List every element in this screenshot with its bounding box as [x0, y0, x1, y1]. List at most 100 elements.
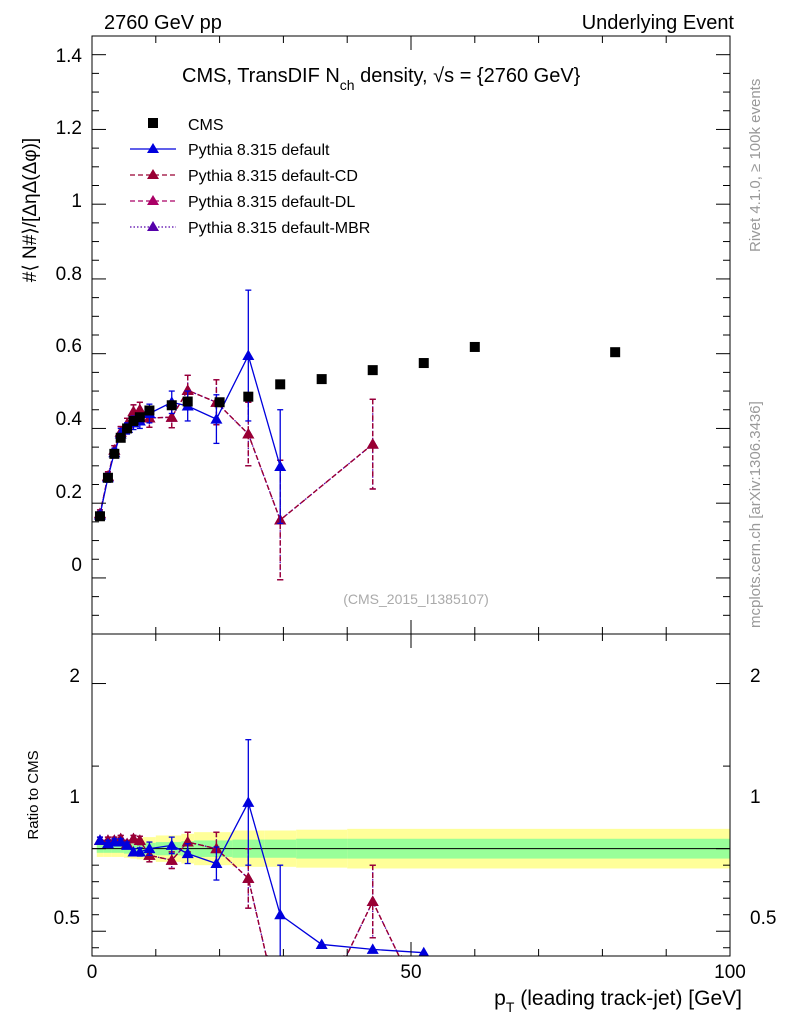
header-left: 2760 GeV pp [104, 12, 222, 34]
data-point-square [418, 358, 429, 369]
data-point-square [102, 472, 113, 483]
data-point-triangle [343, 954, 345, 956]
legend-label: Pythia 8.315 default-MBR [188, 220, 370, 237]
data-point-triangle [210, 857, 223, 869]
legend-entry-cms: CMS [148, 117, 224, 134]
data-point-triangle [266, 954, 269, 956]
ratio-plot-data [93, 739, 430, 956]
data-point-square [469, 341, 480, 352]
y-tick-label: 1.2 [56, 118, 82, 139]
y-tick-label: 0.4 [56, 409, 83, 430]
data-point-triangle [343, 954, 345, 956]
data-point-triangle [165, 411, 178, 422]
ratio-y-tick-label: 2 [69, 666, 80, 687]
data-point-triangle [242, 872, 255, 883]
data-point-triangle [266, 954, 269, 956]
data-point-triangle [366, 943, 379, 954]
legend-marker-square [148, 118, 158, 128]
ratio-y-tick-label-right: 2 [750, 666, 761, 687]
data-point-triangle [143, 842, 156, 854]
data-point-triangle [133, 834, 146, 845]
data-point-triangle [181, 384, 194, 395]
legend-label: Pythia 8.315 default-DL [188, 194, 355, 211]
data-point-triangle [366, 438, 379, 449]
data-point-triangle [274, 460, 287, 472]
ratio-y-axis-title: Ratio to CMS [25, 750, 42, 839]
main-plot-data [93, 289, 621, 581]
legend-label: CMS [188, 117, 224, 134]
data-point-triangle [93, 834, 106, 845]
legend: CMS Pythia 8.315 default Pythia 8.315 de… [130, 117, 370, 237]
data-point-triangle [165, 839, 178, 850]
data-point-square [275, 379, 286, 390]
data-point-triangle [343, 954, 345, 956]
y-tick-label: 1.4 [56, 46, 83, 67]
data-point-triangle [165, 854, 178, 865]
legend-marker-triangle [147, 169, 159, 179]
legend-entry-dl: Pythia 8.315 default-DL [130, 194, 355, 211]
legend-entry-mbr: Pythia 8.315 default-MBR [130, 220, 370, 237]
data-point-triangle [274, 908, 287, 920]
header-right: Underlying Event [582, 12, 735, 34]
data-point-triangle [266, 954, 269, 956]
data-point-triangle [242, 349, 255, 361]
x-tick-label: 0 [87, 962, 98, 983]
data-point-square [128, 415, 139, 426]
x-tick-label: 100 [714, 962, 746, 983]
data-point-triangle [242, 796, 255, 807]
data-point-square [144, 405, 155, 416]
data-point-square [214, 397, 225, 408]
ratio-y-tick-label: 0.5 [54, 908, 80, 929]
ratio-y-tick-label: 1 [69, 787, 80, 808]
main-y-tick-labels: 0 0.2 0.4 0.6 0.8 1 1.2 1.4 [56, 46, 83, 576]
y-tick-label: 0.8 [56, 264, 82, 285]
data-point-triangle [366, 895, 379, 907]
data-point-square [134, 412, 145, 423]
legend-entry-cd: Pythia 8.315 default-CD [130, 168, 358, 185]
legend-marker-triangle [147, 195, 159, 205]
rivet-label: Rivet 4.1.0, ≥ 100k events [747, 79, 764, 252]
mcplots-label: mcplots.cern.ch [arXiv:1306.3436] [747, 401, 764, 628]
ratio-y-tick-label-right: 0.5 [750, 908, 776, 929]
data-point-square [166, 400, 177, 411]
data-point-triangle [210, 413, 223, 424]
data-point-triangle [242, 428, 255, 439]
data-point-triangle [315, 938, 328, 949]
legend-label: Pythia 8.315 default-CD [188, 168, 358, 185]
data-point-triangle [418, 946, 430, 956]
y-tick-label: 0.6 [56, 336, 82, 357]
data-point-triangle [114, 836, 127, 847]
series-line [99, 353, 281, 516]
data-point-square [243, 391, 254, 402]
data-point-triangle [133, 403, 146, 415]
data-point-square [316, 374, 327, 385]
data-point-square [610, 347, 621, 358]
axis-ticks [91, 35, 731, 956]
data-point-square [122, 423, 133, 434]
data-point-square [94, 511, 105, 522]
data-point-square [182, 396, 193, 407]
legend-marker-triangle [147, 143, 159, 153]
data-point-square [115, 432, 126, 443]
y-axis-title: #⟨ N#⟩/[ΔηΔ(Δφ)] [20, 138, 41, 282]
data-point-square [367, 365, 378, 376]
x-axis-title: pT (leading track-jet) [GeV] [494, 987, 742, 1015]
analysis-tag: (CMS_2015_I1385107) [343, 591, 489, 607]
legend-marker-triangle [147, 221, 159, 231]
ratio-frame [91, 633, 731, 957]
x-tick-label: 50 [400, 962, 421, 983]
legend-label: Pythia 8.315 default [188, 142, 330, 159]
y-tick-label: 0.2 [56, 482, 82, 503]
data-point-triangle [133, 845, 146, 857]
data-point-triangle [181, 847, 194, 859]
y-tick-label: 0 [71, 555, 82, 576]
y-tick-label: 1 [71, 191, 82, 212]
plot-title: CMS, TransDIF Nch density, √s = {2760 Ge… [182, 65, 581, 93]
data-point-square [109, 448, 120, 459]
ratio-y-tick-label-right: 1 [750, 787, 761, 808]
x-tick-labels: 0 50 100 [87, 962, 746, 983]
legend-entry-default: Pythia 8.315 default [130, 142, 330, 159]
series-line [99, 800, 424, 954]
ratio-y-tick-labels: 0.5 1 2 0.5 1 2 [54, 666, 777, 929]
